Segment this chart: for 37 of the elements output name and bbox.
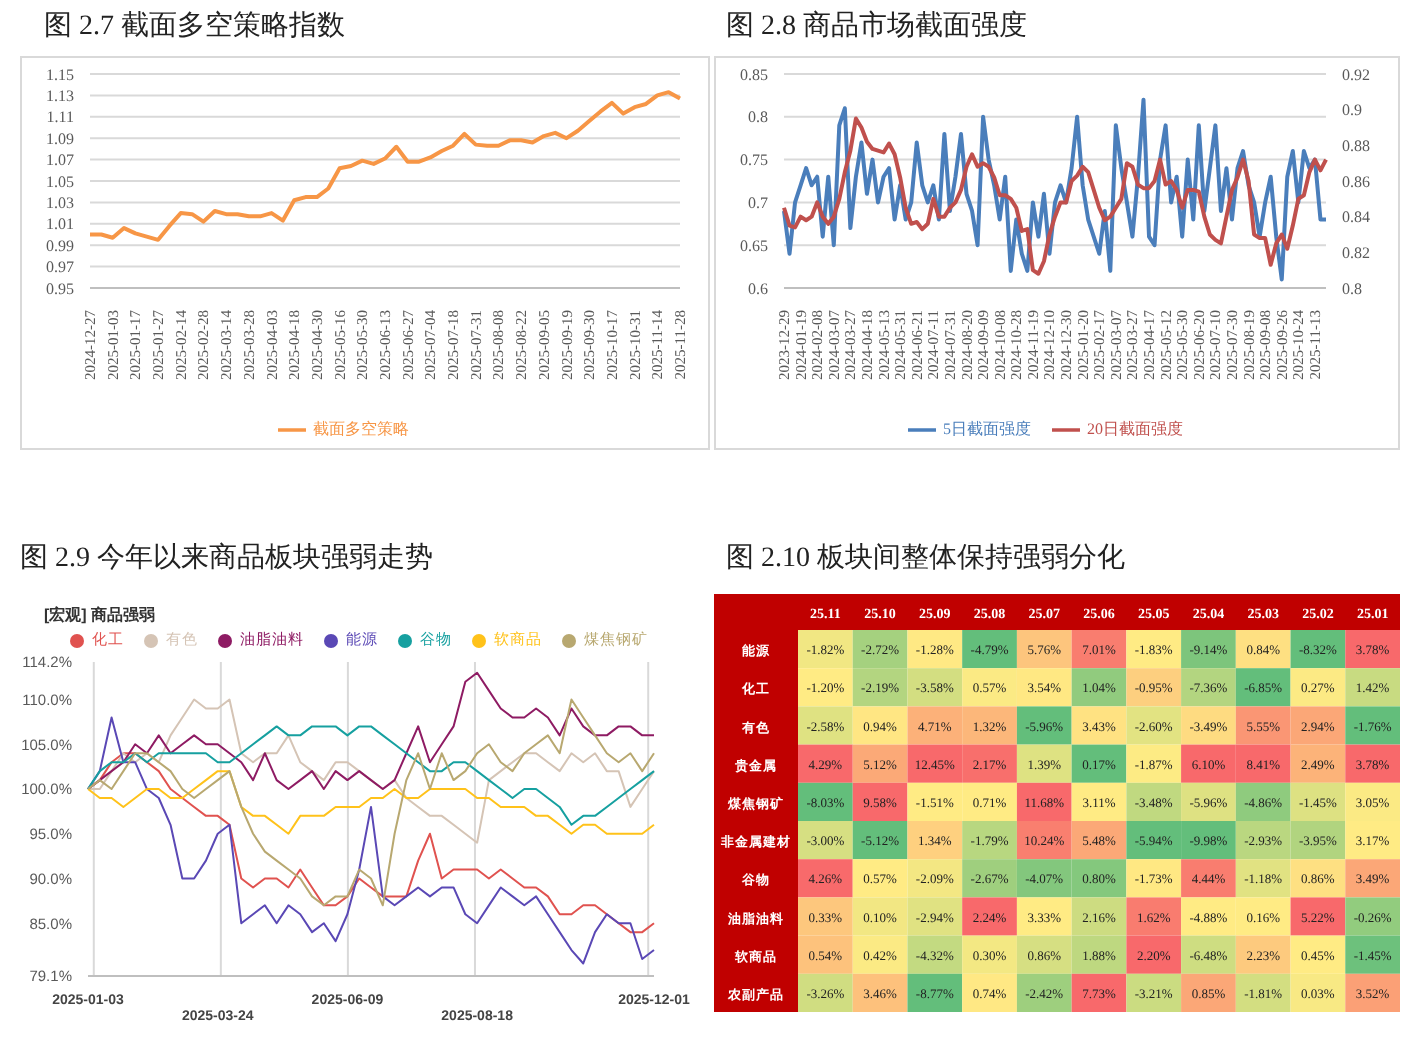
- y2-tick-label: 0.8: [1342, 279, 1362, 298]
- legend-label: 5日截面强度: [943, 419, 1031, 438]
- y-tick-label: 0.65: [740, 236, 768, 255]
- chart-title: 图 2.10 板块间整体保持强弱分化: [726, 541, 1125, 576]
- y-tick-label: 1.03: [46, 194, 74, 213]
- line-series: [87, 698, 655, 844]
- y-tick-label: 1.15: [46, 65, 74, 84]
- y2-tick-label: 0.92: [1342, 65, 1370, 84]
- y-tick-label: 0.75: [740, 151, 768, 170]
- y2-tick-label: 0.82: [1342, 244, 1370, 263]
- y-tick-label: 1.07: [46, 151, 74, 170]
- line-series: [88, 90, 682, 242]
- y-tick-label: 1.05: [46, 172, 74, 191]
- y-tick-label: 0.8: [748, 108, 768, 127]
- line-series: [87, 770, 655, 835]
- chart-title: 图 2.8 商品市场截面强度: [726, 8, 1027, 44]
- chart-subtitle: [宏观] 商品强弱: [44, 604, 156, 626]
- y-tick-label: 0.99: [46, 236, 74, 255]
- y-tick-label: 1.11: [46, 108, 74, 127]
- y-tick-label: 1.01: [46, 215, 74, 234]
- line-series: [87, 725, 655, 826]
- legend-label: 截面多空策略: [313, 419, 409, 438]
- y-tick-label: 1.09: [46, 129, 74, 148]
- y-tick-label: 0.7: [748, 194, 768, 213]
- chart-title: 图 2.7 截面多空策略指数: [44, 8, 345, 44]
- y2-tick-label: 0.86: [1342, 172, 1370, 191]
- line-series: [87, 698, 655, 907]
- y-tick-label: 0.95: [46, 279, 74, 298]
- y-tick-label: 0.85: [740, 65, 768, 84]
- y-tick-label: 1.13: [46, 87, 74, 106]
- y-tick-label: 0.97: [46, 258, 74, 277]
- y2-tick-label: 0.84: [1342, 208, 1370, 227]
- legend-label: 20日截面强度: [1087, 419, 1183, 438]
- y2-tick-label: 0.9: [1342, 101, 1362, 120]
- y2-tick-label: 0.88: [1342, 137, 1370, 156]
- y-tick-label: 0.6: [748, 279, 768, 298]
- chart-title: 图 2.9 今年以来商品板块强弱走势: [20, 540, 433, 576]
